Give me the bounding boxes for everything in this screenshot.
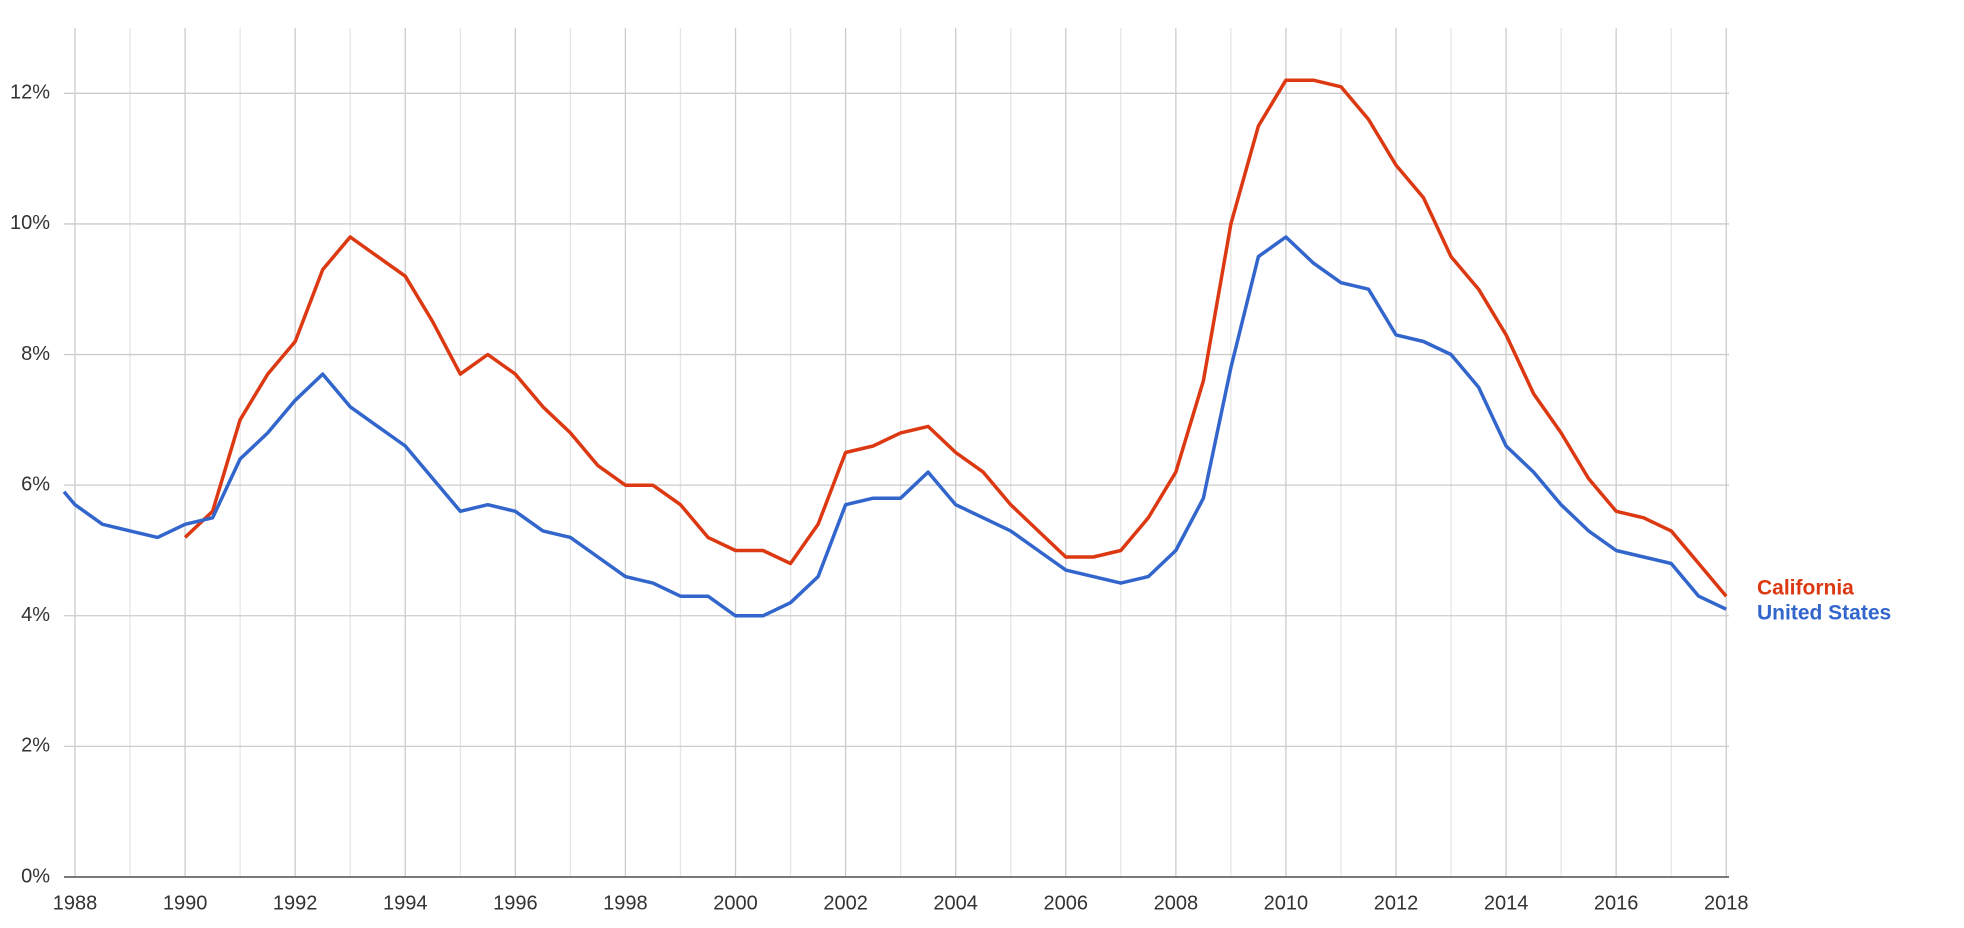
y-tick-label: 6% — [21, 473, 50, 495]
x-tick-label: 1988 — [53, 892, 98, 914]
legend-label: United States — [1757, 602, 1891, 625]
x-tick-label: 2006 — [1044, 892, 1089, 914]
line-series — [183, 78, 1728, 598]
x-tick-label: 1990 — [163, 892, 208, 914]
x-tick-label: 1998 — [603, 892, 648, 914]
y-tick-label: 12% — [10, 82, 50, 104]
x-tick-label: 2018 — [1704, 892, 1749, 914]
x-tick-label: 2014 — [1484, 892, 1529, 914]
line-series — [62, 235, 1727, 618]
x-tick-label: 2012 — [1374, 892, 1419, 914]
y-tick-label: 10% — [10, 212, 50, 234]
y-tick-label: 0% — [21, 865, 50, 887]
x-tick-label: 2016 — [1594, 892, 1639, 914]
x-tick-label: 2002 — [823, 892, 868, 914]
x-tick-label: 1992 — [273, 892, 318, 914]
x-tick-label: 1994 — [383, 892, 428, 914]
x-tick-label: 2010 — [1264, 892, 1309, 914]
y-tick-label: 8% — [21, 343, 50, 365]
x-tick-label: 2004 — [933, 892, 978, 914]
y-tick-label: 2% — [21, 735, 50, 757]
x-tick-label: 1996 — [493, 892, 538, 914]
y-tick-label: 4% — [21, 604, 50, 626]
x-tick-label: 2008 — [1154, 892, 1199, 914]
x-tick-label: 2000 — [713, 892, 758, 914]
legend-label: California — [1757, 577, 1854, 600]
